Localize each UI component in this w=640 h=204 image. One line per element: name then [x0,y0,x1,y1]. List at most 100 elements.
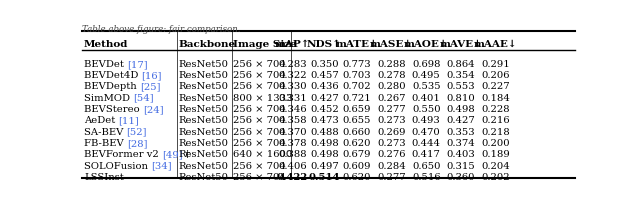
Text: 0.401: 0.401 [412,94,441,103]
Text: 0.276: 0.276 [377,150,406,159]
Text: 0.273: 0.273 [377,139,406,148]
Text: mAOE↓: mAOE↓ [404,40,449,49]
Text: 0.609: 0.609 [342,162,371,171]
Text: 0.660: 0.660 [342,128,371,137]
Text: mAP↑: mAP↑ [275,40,310,49]
Text: 0.488: 0.488 [310,128,339,137]
Text: 0.452: 0.452 [310,105,339,114]
Text: ResNet50: ResNet50 [178,162,228,171]
Text: 0.216: 0.216 [481,116,510,125]
Text: 0.370: 0.370 [278,128,307,137]
Text: 256 × 704: 256 × 704 [233,116,285,125]
Text: 0.291: 0.291 [481,60,510,69]
Text: 0.679: 0.679 [342,150,371,159]
Text: 0.427: 0.427 [310,94,339,103]
Text: 0.702: 0.702 [342,82,371,91]
Text: 0.516: 0.516 [412,173,440,182]
Text: 0.620: 0.620 [342,173,371,182]
Text: ResNet50: ResNet50 [178,173,228,182]
Text: BEVDepth: BEVDepth [84,82,140,91]
Text: 256 × 704: 256 × 704 [233,82,285,91]
Text: 0.378: 0.378 [278,139,307,148]
Text: 0.493: 0.493 [412,116,440,125]
Text: [52]: [52] [127,128,147,137]
Text: ResNet50: ResNet50 [178,82,228,91]
Text: 0.497: 0.497 [310,162,339,171]
Text: 0.353: 0.353 [447,128,476,137]
Text: 256 × 704: 256 × 704 [233,139,285,148]
Text: 0.350: 0.350 [310,60,339,69]
Text: 0.444: 0.444 [412,139,441,148]
Text: SOLOFusion: SOLOFusion [84,162,151,171]
Text: 0.374: 0.374 [447,139,476,148]
Text: 0.514: 0.514 [308,173,340,182]
Text: 0.354: 0.354 [447,71,476,80]
Text: AeDet: AeDet [84,116,118,125]
Text: ResNet50: ResNet50 [178,139,228,148]
Text: 0.202: 0.202 [481,173,510,182]
Text: 0.218: 0.218 [481,128,510,137]
Text: 640 × 1600: 640 × 1600 [233,150,292,159]
Text: 0.227: 0.227 [481,82,510,91]
Text: 0.204: 0.204 [481,162,510,171]
Text: Backbone: Backbone [178,40,236,49]
Text: 0.273: 0.273 [377,116,406,125]
Text: NDS↑: NDS↑ [307,40,342,49]
Text: 0.267: 0.267 [377,94,406,103]
Text: [28]: [28] [127,139,147,148]
Text: [34]: [34] [151,162,172,171]
Text: mAVE↓: mAVE↓ [440,40,483,49]
Text: 0.470: 0.470 [412,128,440,137]
Text: ResNet50: ResNet50 [178,60,228,69]
Text: [49]: [49] [162,150,182,159]
Text: 800 × 1333: 800 × 1333 [233,94,292,103]
Text: 0.288: 0.288 [377,60,406,69]
Text: BEVDet: BEVDet [84,60,127,69]
Text: 0.495: 0.495 [412,71,440,80]
Text: 0.659: 0.659 [342,105,371,114]
Text: 0.650: 0.650 [412,162,440,171]
Text: ResNet50: ResNet50 [178,94,228,103]
Text: [25]: [25] [140,82,161,91]
Text: 0.388: 0.388 [278,150,307,159]
Text: [16]: [16] [141,71,162,80]
Text: 0.810: 0.810 [447,94,476,103]
Text: [54]: [54] [133,94,154,103]
Text: 0.360: 0.360 [447,173,475,182]
Text: 0.322: 0.322 [278,71,307,80]
Text: 0.403: 0.403 [447,150,476,159]
Text: 256 × 704: 256 × 704 [233,128,285,137]
Text: Table above figure: fair comparison.: Table above figure: fair comparison. [83,25,241,34]
Text: 0.498: 0.498 [310,139,339,148]
Text: 0.535: 0.535 [412,82,440,91]
Text: 0.550: 0.550 [412,105,440,114]
Text: SA-BEV: SA-BEV [84,128,127,137]
Text: BEVStereo: BEVStereo [84,105,143,114]
Text: 0.698: 0.698 [412,60,440,69]
Text: FB-BEV: FB-BEV [84,139,127,148]
Text: 256 × 704: 256 × 704 [233,71,285,80]
Text: [17]: [17] [127,60,148,69]
Text: ResNet50: ResNet50 [178,105,228,114]
Text: 0.184: 0.184 [481,94,510,103]
Text: 0.283: 0.283 [278,60,307,69]
Text: ResNet50: ResNet50 [178,116,228,125]
Text: 0.457: 0.457 [310,71,339,80]
Text: 0.473: 0.473 [310,116,339,125]
Text: ResNet50: ResNet50 [178,128,228,137]
Text: ResNet50: ResNet50 [178,71,228,80]
Text: 0.721: 0.721 [342,94,371,103]
Text: 256 × 704: 256 × 704 [233,173,285,182]
Text: 0.427: 0.427 [447,116,476,125]
Text: 0.773: 0.773 [342,60,371,69]
Text: 0.280: 0.280 [377,82,406,91]
Text: 0.284: 0.284 [377,162,406,171]
Text: 0.406: 0.406 [278,162,307,171]
Text: 0.278: 0.278 [377,71,406,80]
Text: 0.655: 0.655 [342,116,371,125]
Text: 0.436: 0.436 [310,82,339,91]
Text: 0.864: 0.864 [447,60,476,69]
Text: 0.277: 0.277 [377,173,406,182]
Text: †: † [182,150,191,159]
Text: 0.553: 0.553 [447,82,476,91]
